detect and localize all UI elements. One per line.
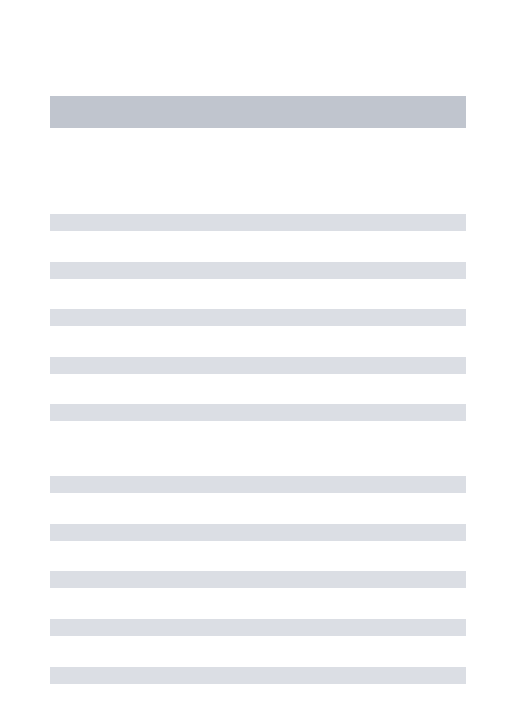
skeleton-text-line bbox=[50, 667, 466, 684]
skeleton-text-line bbox=[50, 524, 466, 541]
skeleton-text-line bbox=[50, 357, 466, 374]
skeleton-title-bar bbox=[50, 96, 466, 128]
skeleton-text-line bbox=[50, 571, 466, 588]
skeleton-text-line bbox=[50, 619, 466, 636]
skeleton-text-line bbox=[50, 262, 466, 279]
skeleton-text-line bbox=[50, 476, 466, 493]
skeleton-text-line bbox=[50, 214, 466, 231]
skeleton-text-line bbox=[50, 309, 466, 326]
skeleton-text-line bbox=[50, 404, 466, 421]
